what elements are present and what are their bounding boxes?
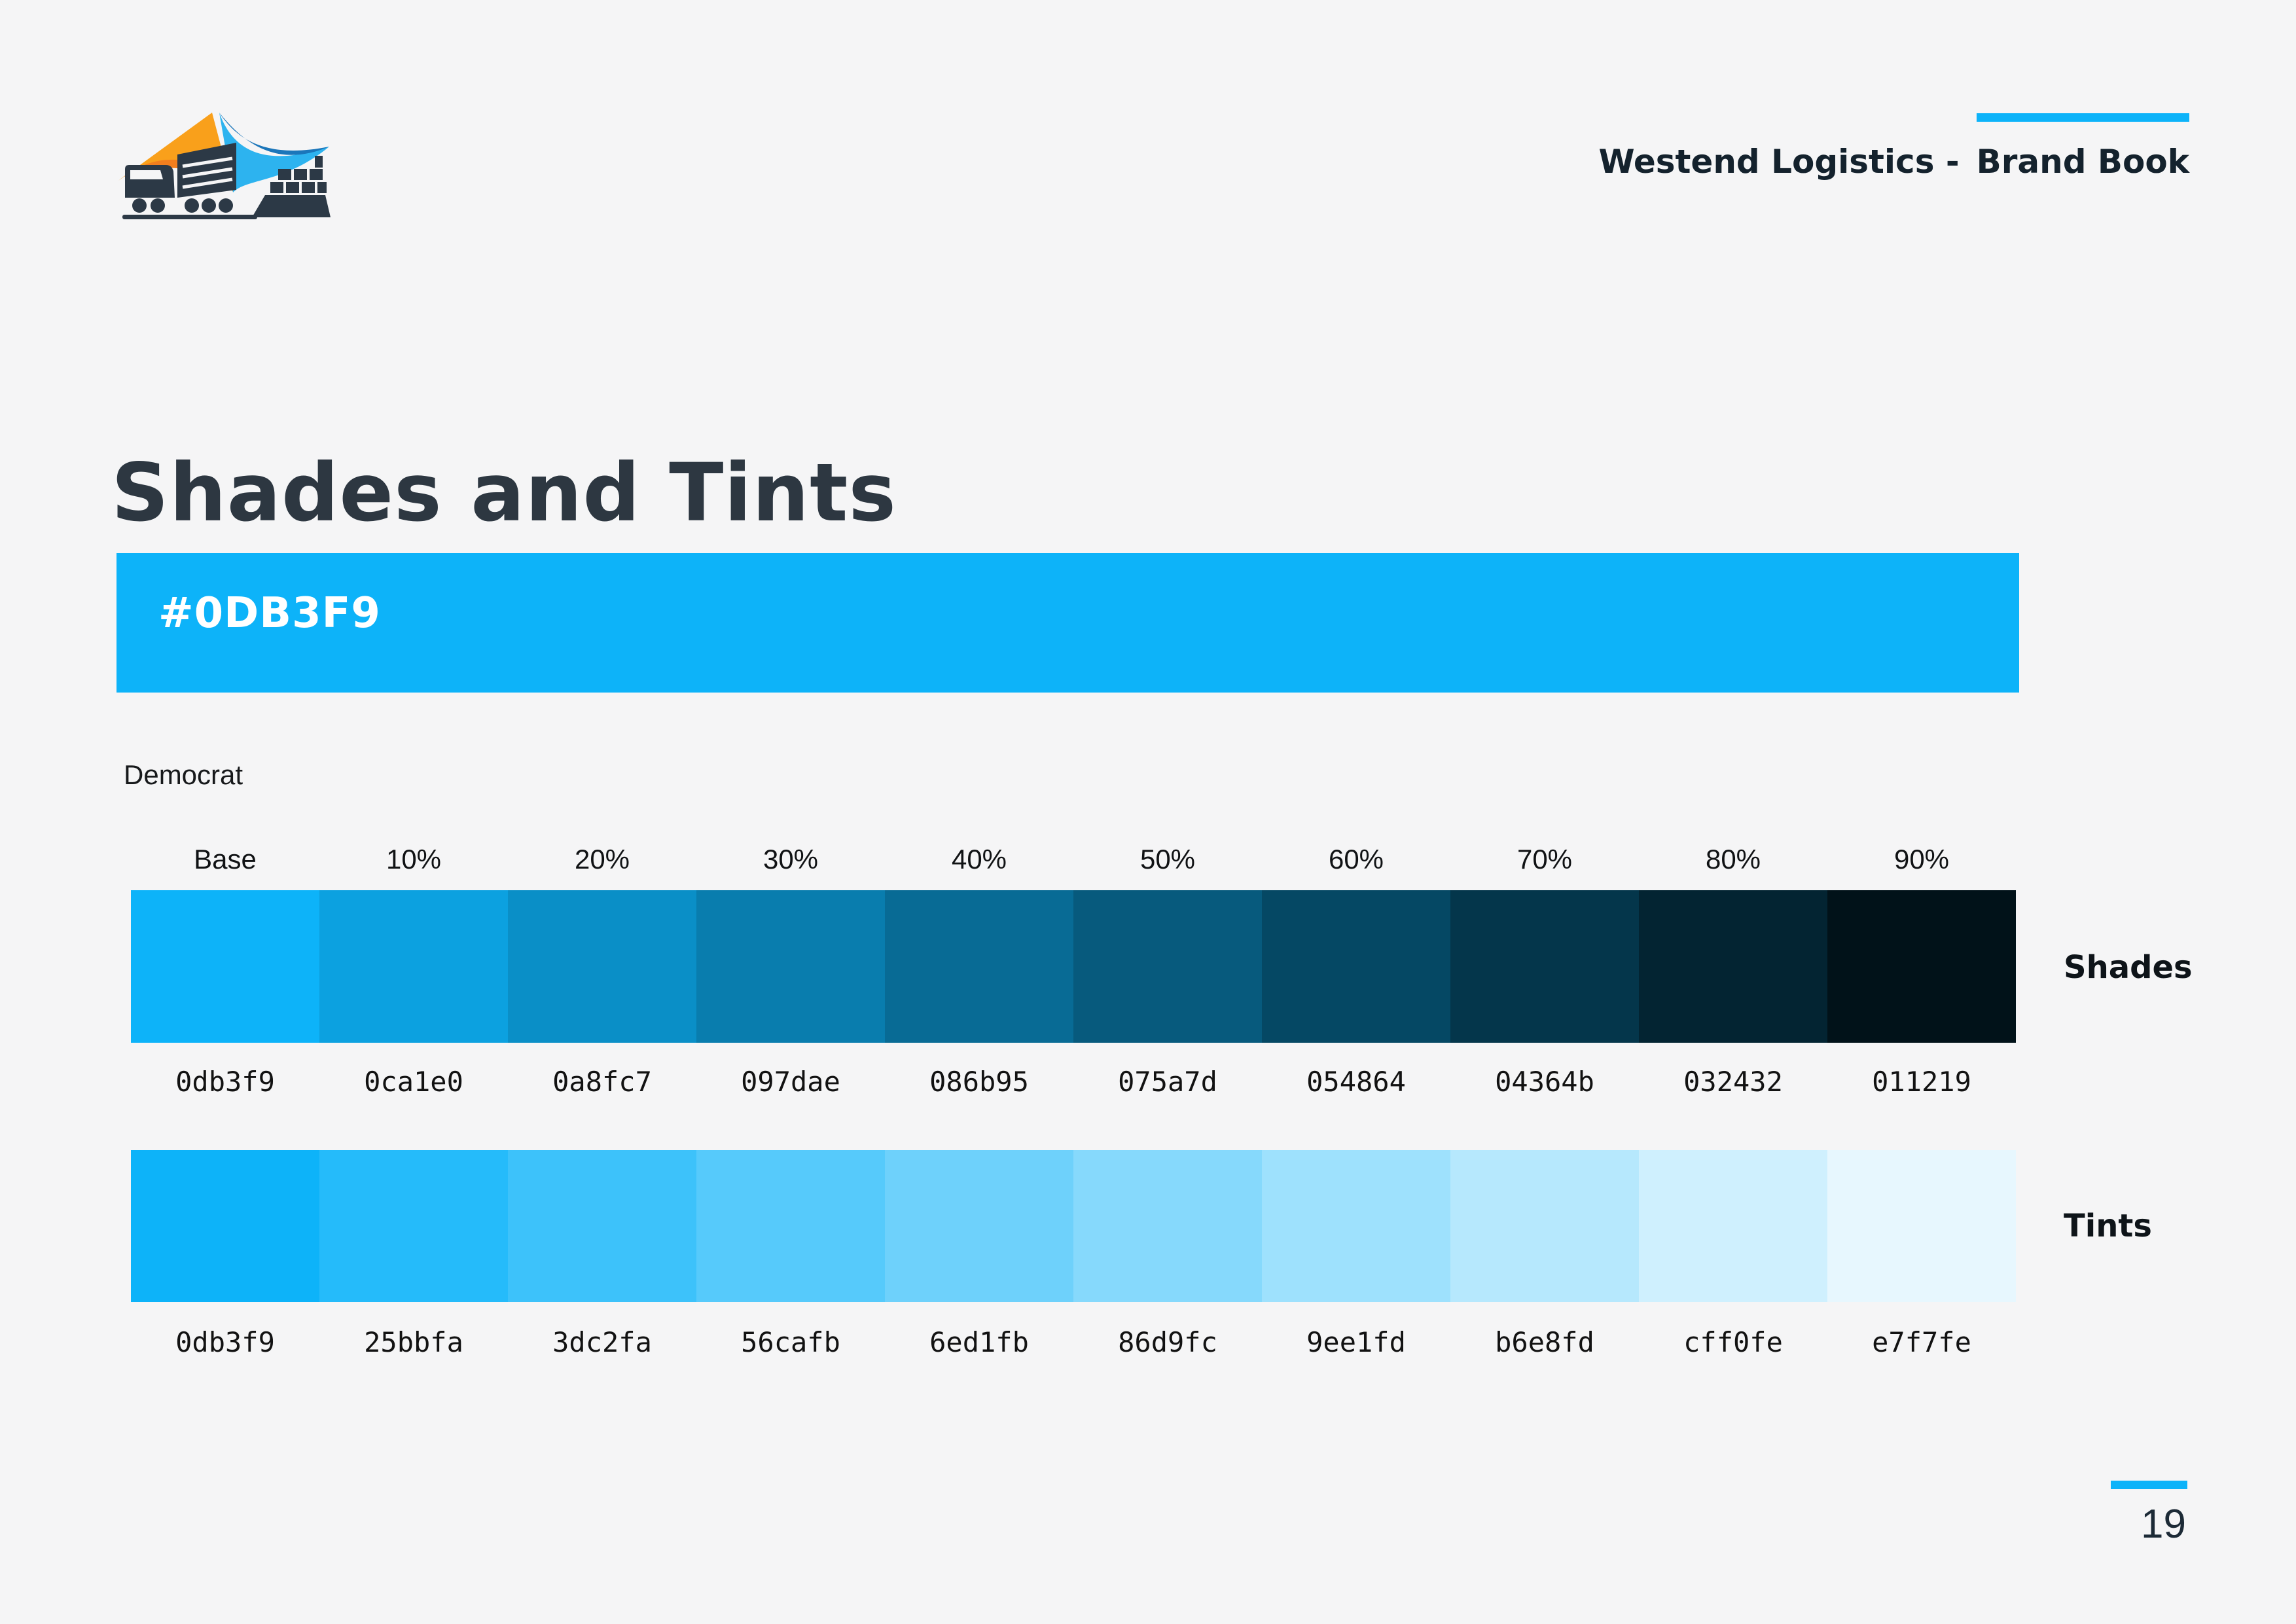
tint-swatch bbox=[1639, 1150, 1827, 1302]
shade-swatch bbox=[885, 890, 1073, 1043]
tint-hex-label: e7f7fe bbox=[1872, 1326, 1971, 1358]
tint-hex-label: 6ed1fb bbox=[929, 1326, 1029, 1358]
tint-swatch bbox=[1262, 1150, 1450, 1302]
shades-row-label: Shades bbox=[2064, 949, 2193, 986]
base-color-hex-label: #0DB3F9 bbox=[158, 588, 381, 638]
tint-swatch bbox=[1827, 1150, 2016, 1302]
tints-hex-row: 0db3f9 25bbfa 3dc2fa 56cafb 6ed1fb 86d9fc 9ee1… bbox=[131, 1329, 2016, 1356]
header-accent-line bbox=[1976, 113, 2189, 122]
tint-swatch bbox=[1073, 1150, 1262, 1302]
header-book-block: Brand Book bbox=[1976, 113, 2189, 181]
shade-swatch bbox=[508, 890, 696, 1043]
column-header: Base bbox=[194, 844, 257, 875]
column-header: 60% bbox=[1328, 844, 1384, 875]
tint-swatch bbox=[696, 1150, 885, 1302]
shade-swatch bbox=[131, 890, 319, 1043]
column-header: 30% bbox=[762, 844, 819, 875]
tint-swatch bbox=[508, 1150, 696, 1302]
shades-swatch-row bbox=[131, 890, 2016, 1043]
tint-swatch bbox=[885, 1150, 1073, 1302]
column-header: 70% bbox=[1516, 844, 1573, 875]
shade-swatch bbox=[696, 890, 885, 1043]
tint-hex-label: 9ee1fd bbox=[1306, 1326, 1406, 1358]
tint-hex-label: 86d9fc bbox=[1118, 1326, 1217, 1358]
shade-swatch bbox=[1450, 890, 1639, 1043]
column-header: 10% bbox=[386, 844, 442, 875]
shade-hex-label: 097dae bbox=[741, 1066, 840, 1098]
base-color-bar: #0DB3F9 bbox=[117, 553, 2019, 693]
footer-accent-line bbox=[2111, 1481, 2187, 1489]
shade-hex-label: 075a7d bbox=[1118, 1066, 1217, 1098]
tint-hex-label: 25bbfa bbox=[364, 1326, 463, 1358]
logo-graphic bbox=[118, 113, 331, 219]
header-brand-text: Westend Logistics - bbox=[1598, 143, 1960, 181]
tint-swatch bbox=[1450, 1150, 1639, 1302]
tints-row-label: Tints bbox=[2064, 1208, 2152, 1244]
column-header: 50% bbox=[1139, 844, 1196, 875]
tint-swatch bbox=[131, 1150, 319, 1302]
tint-hex-label: b6e8fd bbox=[1495, 1326, 1594, 1358]
shade-hex-label: 086b95 bbox=[929, 1066, 1029, 1098]
shade-swatch bbox=[1639, 890, 1827, 1043]
tint-hex-label: 56cafb bbox=[741, 1326, 840, 1358]
shade-swatch bbox=[1073, 890, 1262, 1043]
column-header: 90% bbox=[1893, 844, 1950, 875]
header-title-block: Westend Logistics - Brand Book bbox=[1598, 113, 2189, 178]
shade-hex-label: 054864 bbox=[1306, 1066, 1406, 1098]
tint-swatch bbox=[319, 1150, 508, 1302]
column-header: 80% bbox=[1705, 844, 1761, 875]
column-header-row: Base 10% 20% 30% 40% 50% 60% 70% 80% 90% bbox=[131, 846, 2016, 873]
shade-hex-label: 04364b bbox=[1495, 1066, 1594, 1098]
shade-hex-label: 0a8fc7 bbox=[552, 1066, 652, 1098]
page-number: 19 bbox=[2141, 1502, 2186, 1547]
shades-hex-row: 0db3f9 0ca1e0 0a8fc7 097dae 086b95 075a7d 0548… bbox=[131, 1068, 2016, 1096]
company-logo bbox=[115, 109, 331, 234]
palette-name: Democrat bbox=[124, 759, 243, 790]
header-book-text: Brand Book bbox=[1976, 143, 2189, 181]
shade-swatch bbox=[319, 890, 508, 1043]
shade-swatch bbox=[1827, 890, 2016, 1043]
shade-hex-label: 011219 bbox=[1872, 1066, 1971, 1098]
tint-hex-label: 0db3f9 bbox=[175, 1326, 275, 1358]
tints-swatch-row bbox=[131, 1150, 2016, 1302]
column-header: 40% bbox=[951, 844, 1007, 875]
tint-hex-label: 3dc2fa bbox=[552, 1326, 652, 1358]
shade-swatch bbox=[1262, 890, 1450, 1043]
page-title: Shades and Tints bbox=[111, 446, 897, 539]
shade-hex-label: 032432 bbox=[1683, 1066, 1783, 1098]
shade-hex-label: 0ca1e0 bbox=[364, 1066, 463, 1098]
column-header: 20% bbox=[574, 844, 630, 875]
shade-hex-label: 0db3f9 bbox=[175, 1066, 275, 1098]
tint-hex-label: cff0fe bbox=[1683, 1326, 1783, 1358]
